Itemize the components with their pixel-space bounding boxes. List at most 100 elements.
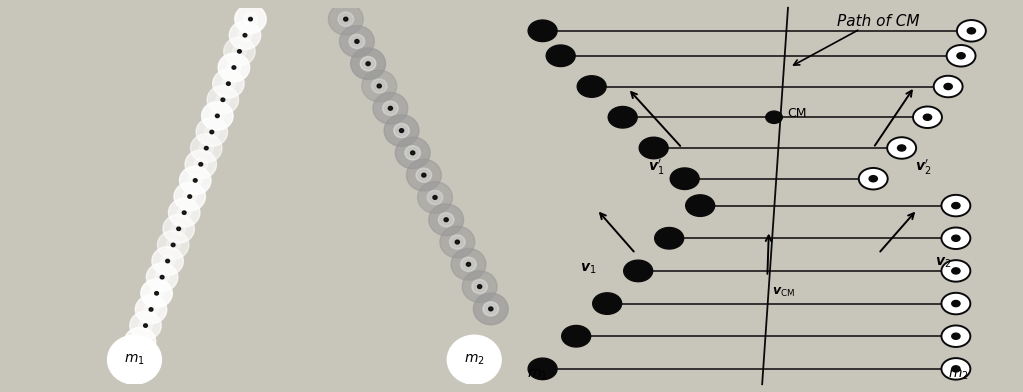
Text: CM: CM xyxy=(787,107,806,120)
Circle shape xyxy=(362,70,397,102)
Circle shape xyxy=(951,301,960,307)
Circle shape xyxy=(179,166,211,195)
Circle shape xyxy=(951,203,960,209)
Circle shape xyxy=(227,61,241,74)
Circle shape xyxy=(371,79,387,93)
Circle shape xyxy=(221,98,225,102)
Circle shape xyxy=(218,53,250,82)
Circle shape xyxy=(154,292,159,295)
Circle shape xyxy=(670,168,699,189)
Circle shape xyxy=(216,114,219,118)
Circle shape xyxy=(130,311,162,340)
Circle shape xyxy=(172,222,186,235)
Circle shape xyxy=(198,163,203,166)
Circle shape xyxy=(202,102,233,130)
Circle shape xyxy=(360,56,375,71)
Circle shape xyxy=(406,160,441,191)
Circle shape xyxy=(941,358,971,379)
Circle shape xyxy=(438,212,454,227)
Circle shape xyxy=(466,262,471,266)
Circle shape xyxy=(944,83,952,90)
Circle shape xyxy=(155,271,169,284)
Circle shape xyxy=(870,176,878,182)
Circle shape xyxy=(138,340,142,343)
Circle shape xyxy=(182,211,186,214)
Circle shape xyxy=(941,195,971,216)
Circle shape xyxy=(399,129,404,132)
Circle shape xyxy=(177,227,180,230)
Circle shape xyxy=(193,179,197,182)
Circle shape xyxy=(146,263,178,292)
Circle shape xyxy=(328,3,363,35)
Circle shape xyxy=(373,93,408,124)
Circle shape xyxy=(766,111,783,123)
Circle shape xyxy=(216,93,230,106)
Circle shape xyxy=(941,227,971,249)
Text: Path of CM: Path of CM xyxy=(837,14,920,29)
Text: $\boldsymbol{v}_2$: $\boldsymbol{v}_2$ xyxy=(935,256,951,270)
Circle shape xyxy=(149,287,164,300)
Circle shape xyxy=(161,276,164,279)
Circle shape xyxy=(897,145,905,151)
Circle shape xyxy=(183,190,196,203)
Circle shape xyxy=(185,150,217,179)
Circle shape xyxy=(433,196,437,200)
Circle shape xyxy=(592,293,622,314)
Circle shape xyxy=(224,37,255,66)
Circle shape xyxy=(124,327,155,356)
Circle shape xyxy=(355,40,359,43)
Circle shape xyxy=(232,45,247,58)
Circle shape xyxy=(133,335,147,348)
Circle shape xyxy=(447,335,501,384)
Circle shape xyxy=(913,107,942,128)
Circle shape xyxy=(444,218,448,221)
Text: $\boldsymbol{v}_2'$: $\boldsymbol{v}_2'$ xyxy=(915,158,931,177)
Circle shape xyxy=(171,243,175,247)
Circle shape xyxy=(478,285,482,289)
Text: $m_2$: $m_2$ xyxy=(463,352,485,367)
Circle shape xyxy=(377,84,382,88)
Circle shape xyxy=(249,17,253,21)
Circle shape xyxy=(941,293,971,314)
Circle shape xyxy=(924,114,932,120)
Text: $\boldsymbol{v}_{\rm CM}$: $\boldsymbol{v}_{\rm CM}$ xyxy=(772,286,796,299)
Circle shape xyxy=(489,307,493,311)
Circle shape xyxy=(416,168,432,182)
Circle shape xyxy=(455,240,459,244)
Circle shape xyxy=(229,21,261,49)
Circle shape xyxy=(429,204,463,236)
Circle shape xyxy=(941,325,971,347)
Circle shape xyxy=(174,182,206,211)
Circle shape xyxy=(941,260,971,282)
Circle shape xyxy=(951,268,960,274)
Circle shape xyxy=(389,106,393,110)
Circle shape xyxy=(528,20,558,42)
Text: $\boldsymbol{v}_1$: $\boldsymbol{v}_1$ xyxy=(580,261,596,276)
Circle shape xyxy=(166,260,170,263)
Circle shape xyxy=(210,130,214,134)
Circle shape xyxy=(366,62,370,65)
Circle shape xyxy=(196,118,227,146)
Circle shape xyxy=(946,45,976,67)
Circle shape xyxy=(232,66,235,69)
Circle shape xyxy=(205,125,219,138)
Circle shape xyxy=(161,255,175,267)
Circle shape xyxy=(934,76,963,97)
Circle shape xyxy=(234,5,266,33)
Circle shape xyxy=(624,260,653,282)
Circle shape xyxy=(158,230,189,259)
Circle shape xyxy=(190,134,222,162)
Circle shape xyxy=(428,191,443,205)
Circle shape xyxy=(472,279,488,294)
Circle shape xyxy=(577,76,607,97)
Circle shape xyxy=(562,325,590,347)
Circle shape xyxy=(199,142,214,154)
Circle shape xyxy=(968,28,976,34)
Text: $\boldsymbol{v}_1'$: $\boldsymbol{v}_1'$ xyxy=(648,158,665,177)
Circle shape xyxy=(135,295,167,324)
Circle shape xyxy=(205,147,208,150)
Circle shape xyxy=(951,235,960,241)
Circle shape xyxy=(226,82,230,85)
Circle shape xyxy=(338,12,354,26)
Circle shape xyxy=(151,247,183,275)
